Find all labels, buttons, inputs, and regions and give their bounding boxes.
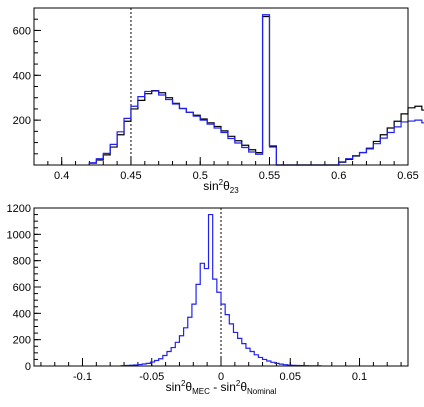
bot-x-tick-label: 0.1 — [352, 371, 367, 383]
top-x-tick-label: 0.65 — [397, 170, 418, 182]
bot-y-tick-label: 1200 — [7, 203, 31, 215]
top-x-tick-label: 0.6 — [331, 170, 346, 182]
top-x-tick-label: 0.5 — [193, 170, 208, 182]
bot-y-tick-label: 800 — [13, 256, 31, 268]
bot-y-tick-label: 1000 — [7, 229, 31, 241]
bot-y-tick-label: 200 — [13, 335, 31, 347]
top-y-tick-label: 600 — [13, 25, 31, 37]
bottom-y-ticks: 0 200 400 600 800 1000 1200 — [7, 203, 41, 373]
bot-y-tick-label: 400 — [13, 308, 31, 320]
top-series-2-histogram — [88, 14, 424, 166]
bottom-x-axis-title: sin2θMEC - sin2θNominal — [166, 379, 277, 396]
bottom-plot-frame — [33, 207, 409, 367]
top-frame-outline — [33, 7, 409, 166]
bot-x-tick-label: -0.05 — [139, 371, 164, 383]
top-panel: 200 400 600 0.4 0.45 0.5 0.55 0.6 0.65 sin2θ23 — [13, 7, 424, 195]
top-y-tick-label: 200 — [13, 115, 31, 127]
top-y-tick-label: 400 — [13, 70, 31, 82]
bottom-series-1-histogram — [120, 213, 322, 367]
bot-y-tick-label: 600 — [13, 282, 31, 294]
top-plot-frame — [33, 7, 409, 166]
top-x-tick-label: 0.4 — [54, 170, 69, 182]
bot-x-tick-label: 0.05 — [280, 371, 301, 383]
bot-frame-outline — [33, 207, 409, 367]
top-x-tick-label: 0.45 — [120, 170, 141, 182]
top-x-axis-title: sin2θ23 — [203, 178, 239, 195]
top-x-tick-label: 0.55 — [259, 170, 280, 182]
bot-y-tick-label: 0 — [25, 361, 31, 373]
bot-x-tick-label: 0 — [218, 371, 224, 383]
top-x-ticks: 0.4 0.45 0.5 0.55 0.6 0.65 — [33, 157, 419, 182]
bot-x-tick-label: -0.1 — [73, 371, 92, 383]
